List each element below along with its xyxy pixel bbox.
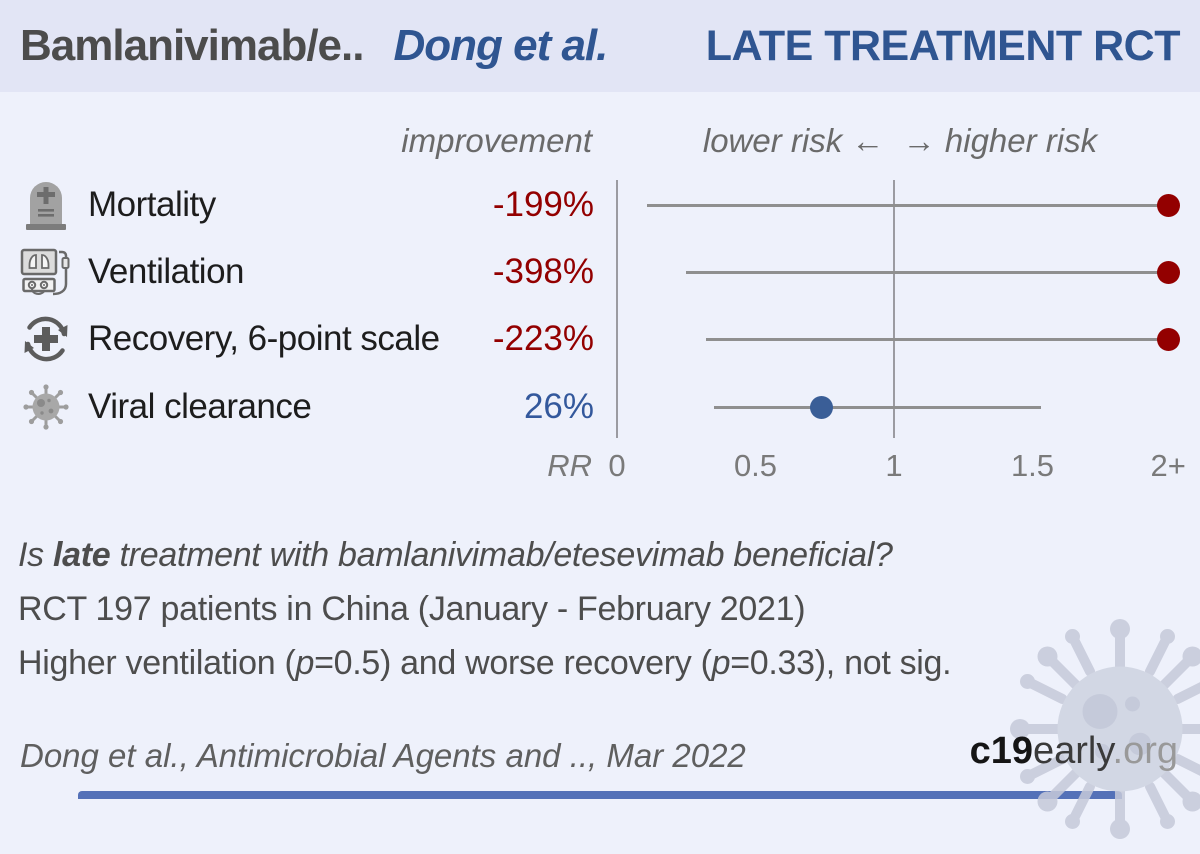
outcome-improvement-value: 26% xyxy=(524,387,594,427)
outcome-row-mortality: Mortality -199% xyxy=(18,175,594,235)
improvement-column-header: improvement xyxy=(0,122,592,160)
axis-tick-label: 2+ xyxy=(1151,448,1186,484)
result-line: Higher ventilation (p=0.5) and worse rec… xyxy=(18,644,951,683)
axis-zero-line xyxy=(616,180,618,438)
confidence-interval-line xyxy=(706,338,1169,341)
virus-watermark-icon xyxy=(995,604,1200,854)
outcome-row-viral-clearance: Viral clearance 26% xyxy=(18,377,594,437)
outcome-label: Recovery, 6-point scale xyxy=(88,319,440,359)
rr-axis-label: RR xyxy=(0,448,592,484)
tombstone-icon xyxy=(18,177,74,233)
virus-icon xyxy=(18,379,74,435)
confidence-interval-line xyxy=(686,271,1168,274)
recovery-icon xyxy=(18,311,74,367)
header-band: Bamlanivimab/e.. Dong et al. LATE TREATM… xyxy=(0,0,1200,92)
effect-estimate-dot xyxy=(1157,261,1180,284)
logo-org: .org xyxy=(1113,730,1178,772)
axis-tick-label: 1 xyxy=(885,448,902,484)
outcome-row-ventilation: Ventilation -398% xyxy=(18,242,594,302)
p-symbol: p xyxy=(295,644,314,682)
outcome-label: Mortality xyxy=(88,185,216,225)
axis-tick-label: 1.5 xyxy=(1011,448,1054,484)
p-symbol: p xyxy=(712,644,731,682)
study-description-line: RCT 197 patients in China (January - Feb… xyxy=(18,590,805,629)
treatment-title: Bamlanivimab/e.. xyxy=(20,21,363,71)
bottom-accent-bar xyxy=(78,791,1122,799)
logo-early: early xyxy=(1033,730,1113,772)
question-line: Is late treatment with bamlanivimab/etes… xyxy=(18,536,893,575)
ventilator-icon xyxy=(18,244,74,300)
logo-c19: c19 xyxy=(970,730,1033,772)
risk-direction-header: lower risk ← → higher risk xyxy=(617,122,1183,160)
outcome-improvement-value: -199% xyxy=(493,185,594,225)
outcome-row-recovery: Recovery, 6-point scale -223% xyxy=(18,309,594,369)
effect-estimate-dot xyxy=(810,396,833,419)
study-author: Dong et al. xyxy=(393,21,607,71)
effect-estimate-dot xyxy=(1157,194,1180,217)
axis-tick-label: 0.5 xyxy=(734,448,777,484)
effect-estimate-dot xyxy=(1157,328,1180,351)
rr-one-reference-line xyxy=(893,180,895,438)
question-bold: late xyxy=(53,536,110,574)
result-seg: =0.5) and worse recovery ( xyxy=(314,644,712,682)
confidence-interval-line xyxy=(714,406,1041,409)
outcome-improvement-value: -223% xyxy=(493,319,594,359)
question-pre: Is xyxy=(18,536,53,574)
outcome-label: Viral clearance xyxy=(88,387,311,427)
treatment-stage-label: LATE TREATMENT RCT xyxy=(706,22,1180,71)
result-seg: Higher ventilation ( xyxy=(18,644,295,682)
citation: Dong et al., Antimicrobial Agents and ..… xyxy=(20,737,746,775)
axis-tick-label: 0 xyxy=(608,448,625,484)
outcome-improvement-value: -398% xyxy=(493,252,594,292)
confidence-interval-line xyxy=(647,204,1168,207)
question-rest: treatment with bamlanivimab/etesevimab b… xyxy=(110,536,892,574)
result-seg: =0.33), not sig. xyxy=(730,644,951,682)
c19early-logo[interactable]: c19early.org xyxy=(970,730,1178,773)
outcome-label: Ventilation xyxy=(88,252,244,292)
